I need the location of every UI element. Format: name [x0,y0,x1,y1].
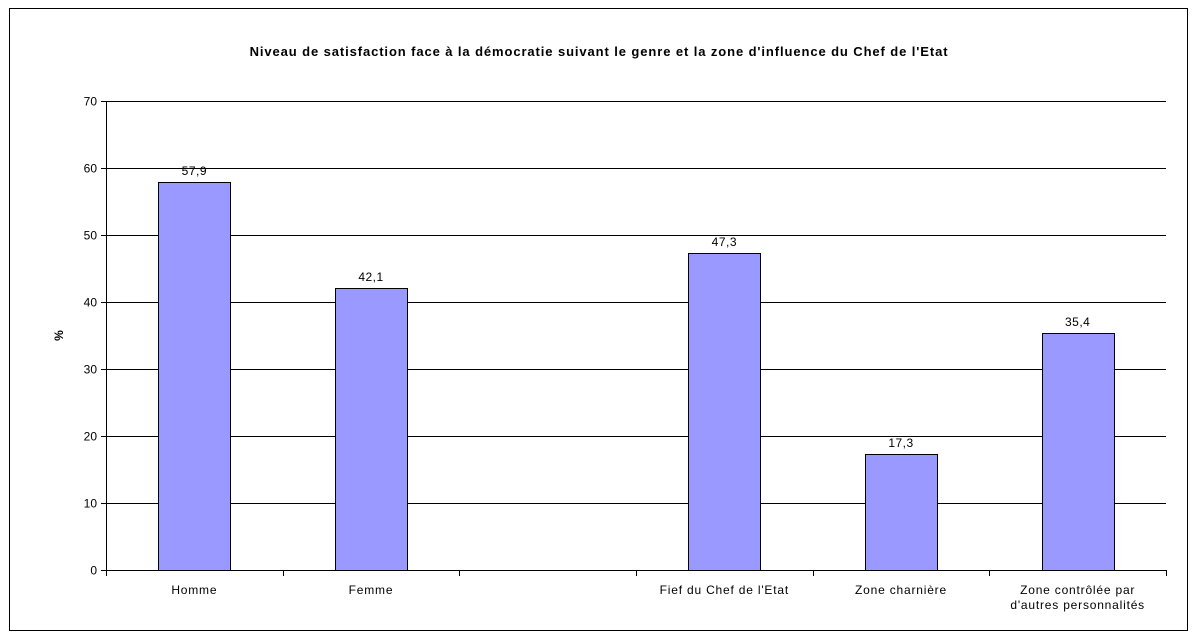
x-category-label: Zone charnière [855,583,947,597]
data-label: 42,1 [358,270,383,284]
bar [335,288,408,571]
bar [158,182,231,571]
data-label: 17,3 [888,436,913,450]
data-label: 57,9 [182,164,207,178]
bar [688,253,761,571]
y-tick-label: 40 [84,296,98,310]
y-tick-label: 0 [90,564,97,578]
y-tick-label: 60 [84,162,98,176]
x-category-label: Homme [171,583,217,597]
y-tick-label: 30 [84,363,98,377]
data-label: 35,4 [1065,315,1090,329]
y-tick-label: 50 [84,229,98,243]
x-category-label: Femme [349,583,394,597]
data-label: 47,3 [712,235,737,249]
x-category-label: Zone contrôlée par [1020,583,1135,597]
y-tick-label: 70 [84,95,98,109]
y-tick-label: 20 [84,430,98,444]
y-tick-label: 10 [84,497,98,511]
x-category-label: d'autres personnalités [1010,598,1145,612]
chart-title: Niveau de satisfaction face à la démocra… [249,44,949,59]
bar [1042,333,1115,571]
bar [865,454,938,571]
x-category-label: Fief du Chef de l'Etat [660,583,789,597]
y-axis-title: % [52,330,66,341]
